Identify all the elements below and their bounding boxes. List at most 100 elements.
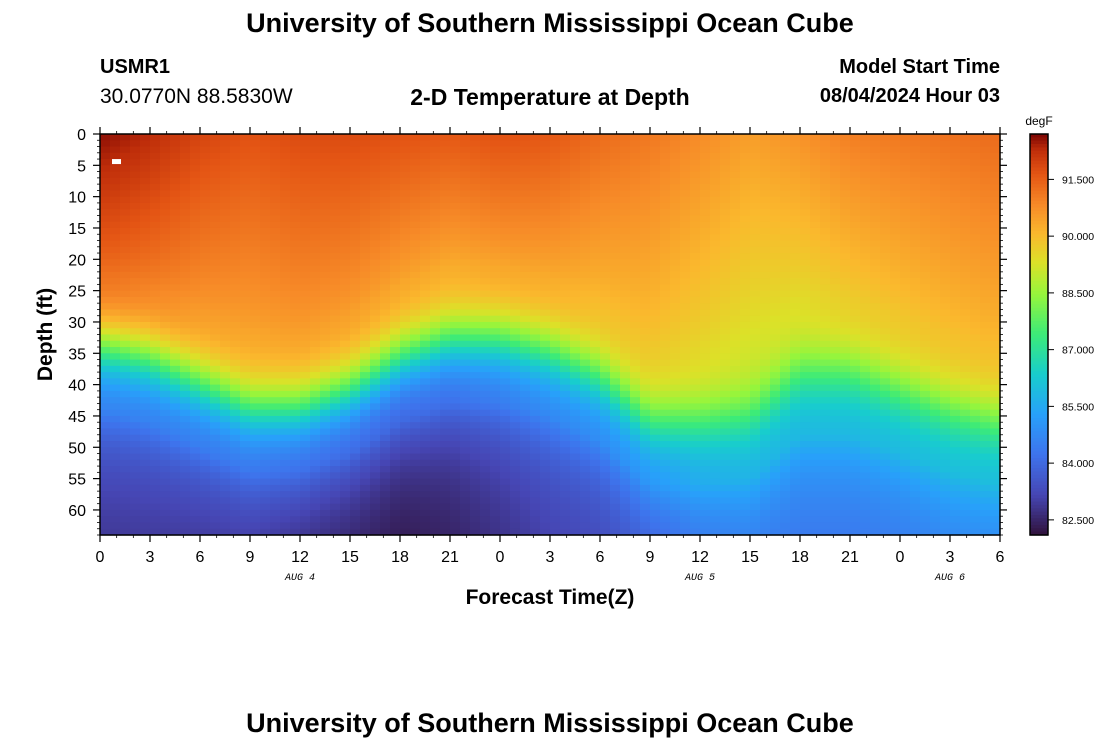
heatmap-cell bbox=[650, 378, 661, 386]
heatmap-cell bbox=[320, 221, 331, 229]
heatmap-cell bbox=[350, 152, 361, 160]
heatmap-cell bbox=[520, 234, 531, 242]
heatmap-cell bbox=[410, 459, 421, 467]
heatmap-cell bbox=[700, 253, 711, 260]
heatmap-cell bbox=[220, 353, 231, 361]
heatmap-cell bbox=[530, 152, 541, 160]
heatmap-cell bbox=[640, 259, 651, 267]
heatmap-cell bbox=[430, 484, 441, 492]
heatmap-cell bbox=[660, 278, 671, 285]
heatmap-cell bbox=[800, 340, 811, 348]
heatmap-cell bbox=[550, 184, 561, 191]
heatmap-cell bbox=[180, 447, 191, 455]
heatmap-cell bbox=[290, 209, 301, 217]
heatmap-cell bbox=[430, 497, 441, 505]
heatmap-cell bbox=[340, 397, 351, 405]
heatmap-cell bbox=[420, 434, 431, 442]
heatmap-cell bbox=[540, 321, 551, 329]
heatmap-cell bbox=[420, 221, 431, 229]
heatmap-cell bbox=[130, 290, 141, 298]
heatmap-cell bbox=[700, 134, 711, 141]
heatmap-cell bbox=[330, 246, 341, 254]
heatmap-cell bbox=[530, 171, 541, 179]
heatmap-cell bbox=[580, 278, 591, 285]
heatmap-cell bbox=[200, 478, 211, 486]
heatmap-cell bbox=[820, 209, 831, 217]
heatmap-cell bbox=[850, 409, 861, 417]
heatmap-cell bbox=[490, 397, 501, 405]
heatmap-cell bbox=[460, 347, 471, 354]
heatmap-cell bbox=[710, 509, 721, 517]
heatmap-cell bbox=[320, 234, 331, 242]
heatmap-cell bbox=[840, 497, 851, 505]
heatmap-cell bbox=[680, 509, 691, 517]
heatmap-cell bbox=[140, 522, 151, 530]
heatmap-cell bbox=[470, 390, 481, 398]
heatmap-cell bbox=[130, 303, 141, 311]
heatmap-cell bbox=[640, 434, 651, 442]
heatmap-cell bbox=[250, 271, 261, 279]
heatmap-cell bbox=[560, 221, 571, 229]
heatmap-cell bbox=[720, 466, 731, 473]
heatmap-cell bbox=[430, 234, 441, 242]
heatmap-cell bbox=[300, 234, 311, 242]
heatmap-cell bbox=[620, 359, 631, 367]
heatmap-cell bbox=[450, 134, 461, 141]
heatmap-cell bbox=[100, 315, 111, 323]
heatmap-cell bbox=[620, 403, 631, 411]
heatmap-cell bbox=[760, 171, 771, 179]
heatmap-cell bbox=[780, 240, 791, 248]
heatmap-cell bbox=[760, 491, 771, 499]
heatmap-cell bbox=[280, 528, 291, 536]
heatmap-cell bbox=[730, 253, 741, 260]
heatmap-cell bbox=[770, 359, 781, 367]
heatmap-cell bbox=[120, 215, 131, 223]
heatmap-cell bbox=[390, 472, 401, 480]
heatmap-cell bbox=[650, 466, 661, 473]
heatmap-cell bbox=[200, 516, 211, 524]
heatmap-cell bbox=[130, 365, 141, 373]
heatmap-cell bbox=[110, 146, 121, 154]
heatmap-cell bbox=[750, 390, 761, 398]
heatmap-cell bbox=[760, 296, 771, 304]
heatmap-cell bbox=[120, 196, 131, 204]
heatmap-cell bbox=[250, 290, 261, 298]
heatmap-cell bbox=[540, 397, 551, 405]
heatmap-cell bbox=[160, 434, 171, 442]
heatmap-cell bbox=[370, 390, 381, 398]
heatmap-cell bbox=[670, 309, 681, 317]
heatmap-cell bbox=[170, 340, 181, 348]
heatmap-cell bbox=[810, 434, 821, 442]
heatmap-cell bbox=[650, 184, 661, 191]
heatmap-cell bbox=[260, 528, 271, 536]
heatmap-cell bbox=[690, 278, 701, 285]
heatmap-cell bbox=[720, 278, 731, 285]
heatmap-cell bbox=[570, 296, 581, 304]
heatmap-cell bbox=[630, 234, 641, 242]
heatmap-cell bbox=[250, 177, 261, 185]
heatmap-cell bbox=[640, 152, 651, 160]
heatmap-cell bbox=[590, 353, 601, 361]
heatmap-cell bbox=[160, 184, 171, 191]
heatmap-cell bbox=[510, 146, 521, 154]
heatmap-cell bbox=[340, 522, 351, 530]
heatmap-cell bbox=[610, 171, 621, 179]
heatmap-cell bbox=[230, 347, 241, 354]
heatmap-cell bbox=[520, 497, 531, 505]
heatmap-cell bbox=[220, 441, 231, 448]
heatmap-cell bbox=[640, 315, 651, 323]
heatmap-cell bbox=[210, 140, 221, 148]
heatmap-cell bbox=[730, 246, 741, 254]
heatmap-cell bbox=[870, 415, 881, 423]
heatmap-cell bbox=[640, 171, 651, 179]
heatmap-cell bbox=[590, 365, 601, 373]
heatmap-cell bbox=[340, 491, 351, 499]
heatmap-cell bbox=[220, 309, 231, 317]
heatmap-cell bbox=[680, 328, 691, 336]
heatmap-cell bbox=[310, 365, 321, 373]
page-title: University of Southern Mississippi Ocean… bbox=[246, 8, 854, 38]
heatmap-cell bbox=[670, 321, 681, 329]
heatmap-cell bbox=[540, 390, 551, 398]
heatmap-cell bbox=[480, 472, 491, 480]
heatmap-cell bbox=[150, 140, 161, 148]
